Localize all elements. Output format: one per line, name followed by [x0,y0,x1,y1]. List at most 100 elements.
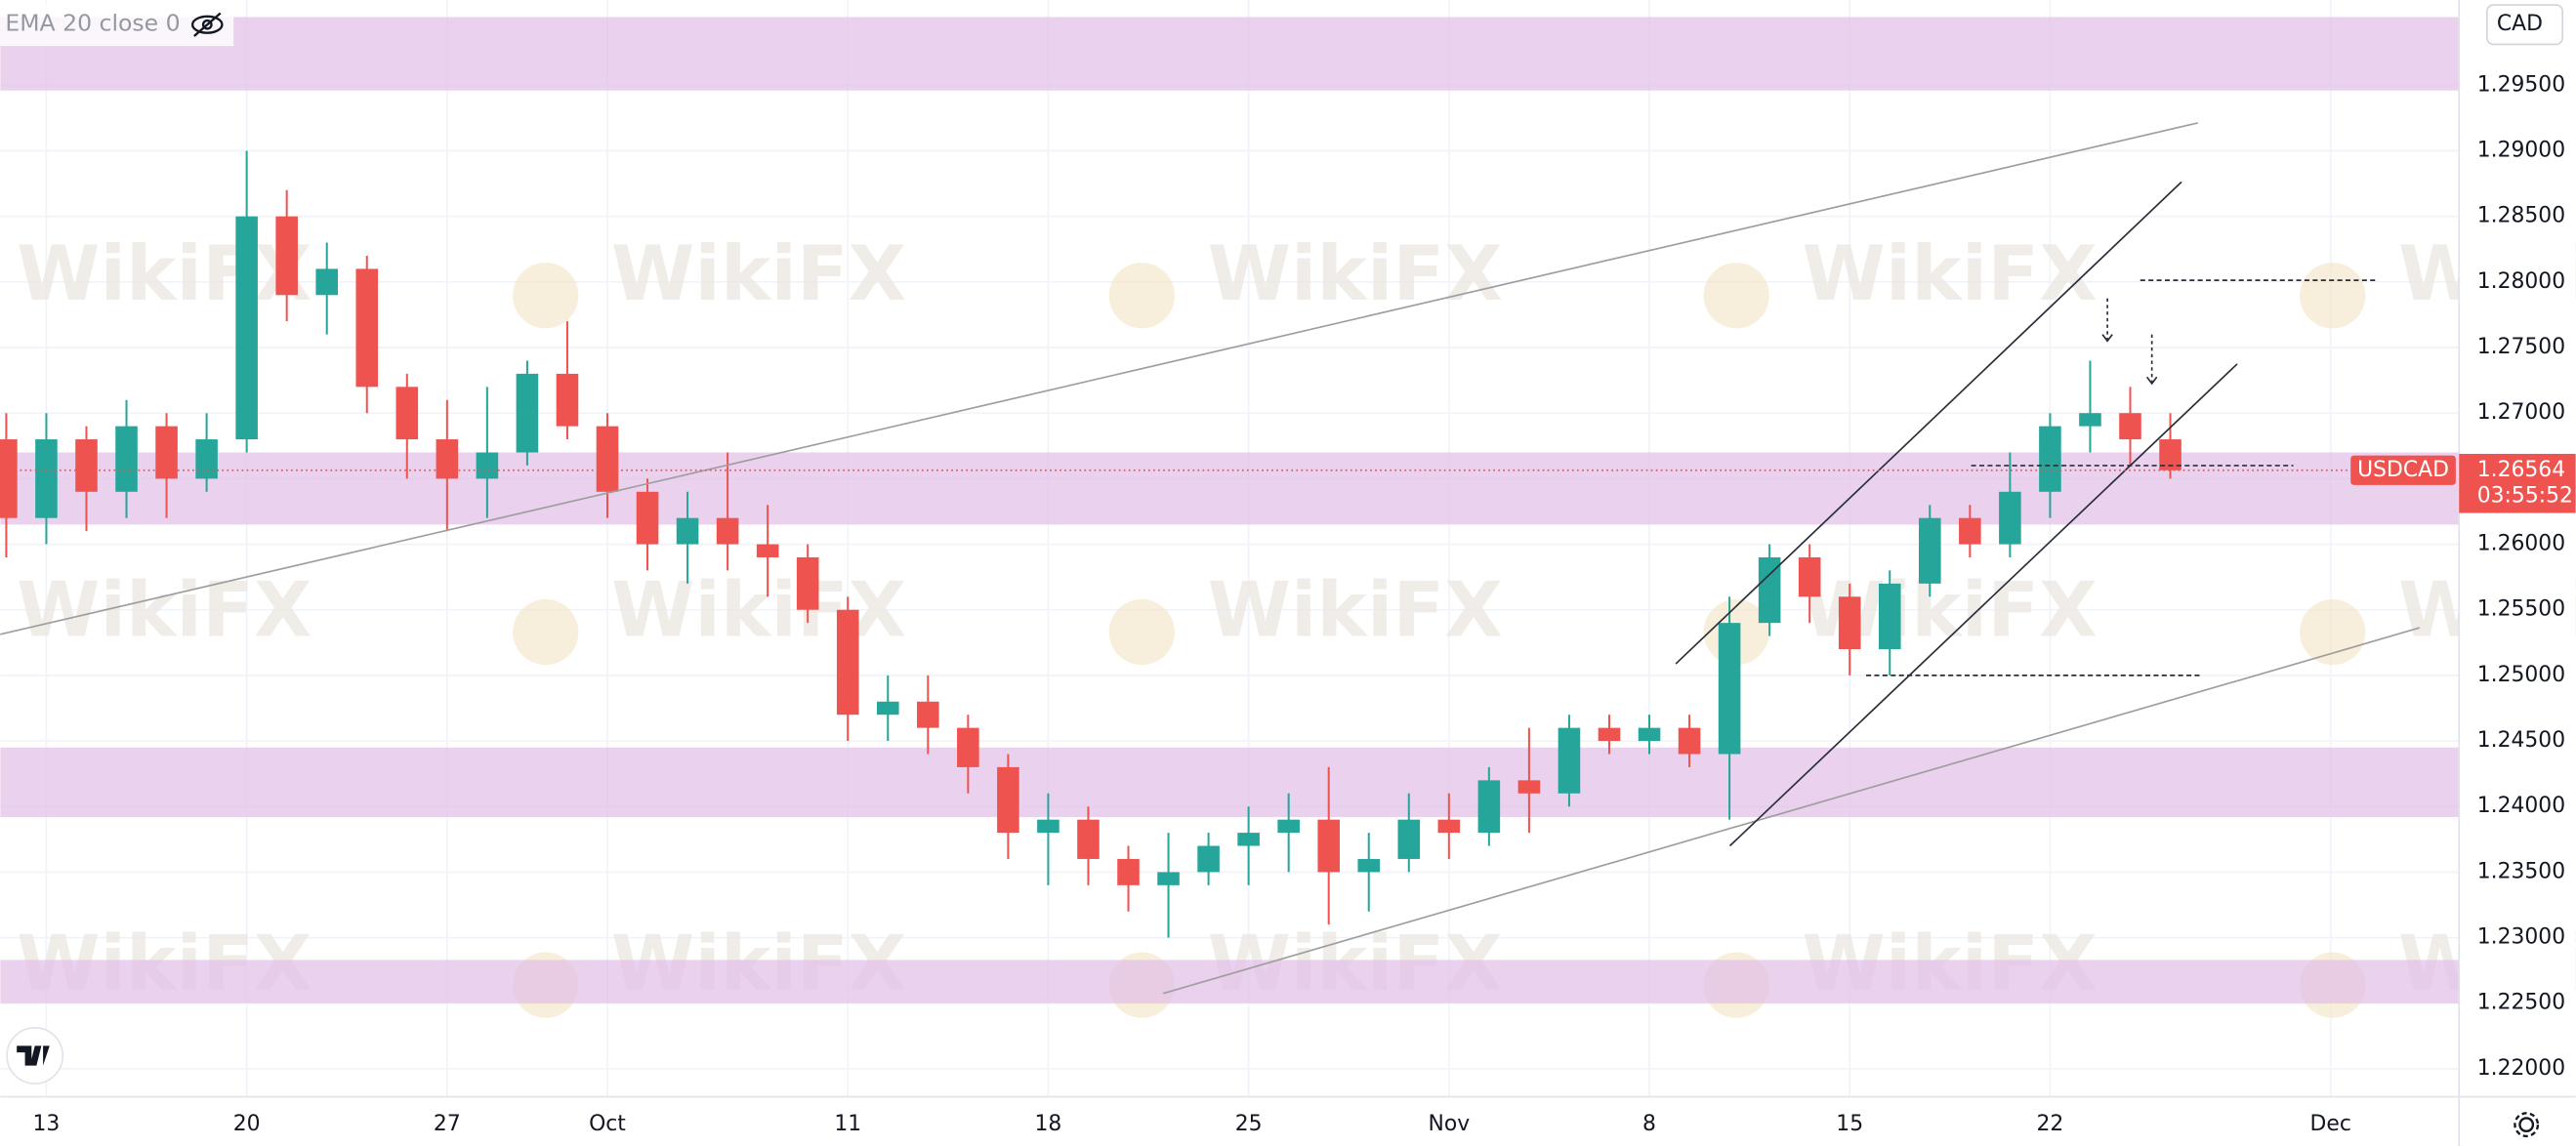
candle-body [1959,517,1981,545]
watermark: WikiFX [17,230,312,318]
watermark: WikiFX [1802,230,2097,318]
candle-body [1798,556,1821,597]
zone [0,747,2460,817]
trend-line [1728,363,2238,847]
watermark-logo [513,598,579,666]
candle-body [1517,780,1541,794]
candle-body [1197,845,1220,873]
y-tick-label: 1.22500 [2477,991,2565,1015]
watermark: WikiFX [611,567,906,655]
candle-body [1878,583,1901,650]
candle-body [1397,819,1421,859]
candle-body [596,426,619,492]
legend-bg [0,3,234,47]
watermark-logo [513,263,579,329]
arrow-head [2145,376,2158,386]
zone [0,17,2460,91]
axes: 1.22000 1.22500 1.23000 1.23500 1.24000 1.245… [33,72,2576,1136]
trend-line [1162,627,2421,995]
y-tick-label: 1.26000 [2477,532,2565,556]
x-tick-label: 20 [233,1112,261,1136]
zone [0,452,2460,525]
candle-body [1437,819,1461,834]
candle-body [1999,491,2021,545]
candle-body [1357,858,1381,873]
candle-body [35,439,58,518]
x-tick-label: 11 [834,1112,861,1136]
hide-icon[interactable] [190,12,224,37]
x-tick-label: 15 [1836,1112,1863,1136]
candle-body [1317,819,1340,873]
candle-body [355,268,379,388]
x-tick-label: 27 [434,1112,461,1136]
drawings [0,122,2460,995]
price-tag [2459,453,2576,513]
candle-body [1758,556,1781,624]
symbol-label: USDCAD [2357,458,2449,482]
watermark: WikiFX [1208,230,1503,318]
x-tick-label: 8 [1642,1112,1656,1136]
tv-logo[interactable] [6,1027,64,1085]
x-tick-label: Dec [2310,1112,2351,1136]
candle-body [957,727,979,767]
candle-body [796,556,819,610]
candle-body [1558,727,1581,794]
candle-body [1237,833,1260,846]
candle-body [836,609,859,716]
candle-body [2119,413,2141,440]
trend-line [1675,181,2182,665]
candle-body [516,373,539,453]
candle-body [1638,727,1661,742]
y-tick-label: 1.28000 [2477,269,2565,294]
y-tick-label: 1.25500 [2477,597,2565,622]
watermark-logo [1108,598,1175,666]
y-tick-label: 1.25000 [2477,663,2565,687]
candle-body [75,439,98,492]
watermark: WikiFX [17,567,312,655]
x-tick-label: 18 [1035,1112,1062,1136]
trend-line [0,122,2199,635]
arrow-head [2101,334,2113,343]
currency-label[interactable]: CAD [2497,12,2543,36]
candle-body [275,216,298,296]
watermark-logo [1108,263,1175,329]
candle-body [1718,623,1741,755]
candle-body [1919,517,1941,584]
candle-body [917,701,939,728]
y-tick-label: 1.24500 [2477,728,2565,753]
y-tick-label: 1.23000 [2477,925,2565,950]
y-tick-label: 1.22000 [2477,1056,2565,1081]
candle-body [436,439,459,479]
candle-body [997,766,1019,834]
candle-body [2079,413,2101,427]
indicator-label: EMA 20 close 0 [5,10,180,37]
watermark: WikiFX [1208,567,1503,655]
x-tick-label: 25 [1235,1112,1263,1136]
candle-body [636,491,659,545]
currency-button[interactable] [2485,4,2564,46]
candle-body [115,426,138,492]
x-tick-label: Oct [589,1112,626,1136]
x-tick-label: 22 [2037,1112,2064,1136]
y-tick-label: 1.23500 [2477,859,2565,883]
candle-body [235,216,258,440]
candle-body [556,373,579,427]
x-tick-label: Nov [1428,1112,1470,1136]
y-tick-label: 1.27000 [2477,400,2565,425]
watermarks: WikiFX WikiFX WikiFX WikiFX WikiFX WikiFX Wiki… [17,230,2576,1018]
zone [0,960,2460,1003]
candle-body [716,517,739,545]
candle-body [756,544,779,557]
y-tick-label: 1.28500 [2477,204,2565,228]
candle-body [1157,872,1180,885]
symbol-tag [2350,455,2456,485]
watermark-logo [2300,598,2366,666]
y-tick-label: 1.27500 [2477,335,2565,359]
y-tick-label: 1.29000 [2477,138,2565,162]
countdown-label: 03:55:52 [2477,484,2573,509]
candle-body [1277,819,1300,834]
candle-body [1678,727,1701,755]
candle-body [676,517,699,545]
x-tick-label: 13 [33,1112,61,1136]
